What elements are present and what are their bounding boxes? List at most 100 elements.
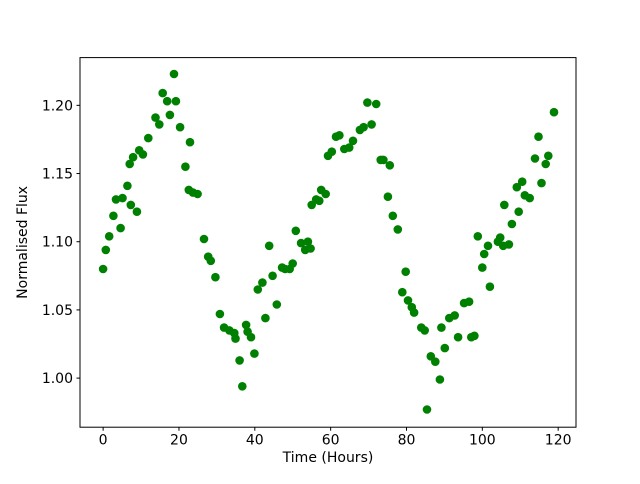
x-tick-label: 20 (170, 433, 188, 449)
data-point (126, 200, 136, 210)
data-point (158, 88, 167, 98)
data-point (512, 182, 522, 192)
data-point (185, 137, 195, 147)
data-point (401, 267, 411, 277)
data-point (344, 143, 354, 152)
y-tick-label: 1.05 (42, 303, 73, 319)
axis-ticks (76, 104, 559, 431)
data-point (104, 232, 114, 241)
data-point (109, 211, 118, 221)
data-point (253, 285, 263, 294)
data-point (138, 150, 148, 159)
data-point (264, 241, 274, 251)
data-point (359, 122, 368, 132)
data-point (435, 375, 445, 384)
data-point (118, 193, 127, 203)
data-point (206, 256, 216, 266)
data-point (517, 177, 527, 186)
data-point (495, 233, 505, 242)
data-point (549, 107, 559, 117)
data-point (306, 244, 315, 253)
data-point (478, 263, 487, 272)
data-point (409, 308, 419, 317)
data-point (507, 219, 517, 229)
data-point (500, 200, 509, 210)
data-point (268, 271, 277, 281)
data-point (437, 323, 446, 332)
data-point (514, 207, 523, 216)
data-point (155, 120, 164, 129)
data-point (335, 131, 344, 140)
data-point (379, 155, 388, 165)
data-point (288, 259, 298, 268)
y-axis-label: Normalised Flux (15, 186, 31, 299)
data-point (162, 96, 172, 106)
data-point (193, 189, 202, 199)
data-point (215, 309, 225, 319)
y-tick-label: 1.20 (42, 98, 73, 114)
data-point (235, 356, 244, 365)
data-point (464, 297, 474, 307)
data-point (231, 334, 240, 343)
data-point (132, 207, 142, 216)
data-point (348, 136, 358, 146)
data-point (525, 193, 534, 203)
data-point (367, 120, 376, 129)
data-point (238, 382, 247, 391)
data-point (431, 357, 440, 367)
data-point (473, 232, 483, 241)
x-tick-label: 100 (469, 433, 496, 449)
data-point (483, 241, 493, 251)
data-point (541, 159, 550, 169)
data-point (470, 331, 479, 341)
data-point (250, 349, 259, 358)
data-point (393, 225, 403, 234)
data-point (123, 181, 132, 191)
data-point (398, 287, 407, 297)
data-point (128, 152, 138, 162)
data-point (420, 326, 430, 335)
data-point (321, 189, 331, 199)
data-point (175, 122, 185, 132)
data-point (116, 223, 125, 233)
plot-area (80, 57, 576, 428)
data-point (303, 237, 313, 246)
data-point (534, 132, 543, 141)
data-point (383, 192, 393, 201)
x-tick-label: 0 (99, 433, 108, 449)
data-point (125, 159, 134, 169)
data-point (422, 405, 432, 414)
x-axis-label: Time (Hours) (282, 450, 374, 466)
data-point (530, 154, 540, 163)
data-point (537, 178, 546, 188)
data-point (479, 249, 489, 259)
x-tick-label: 120 (545, 433, 572, 449)
data-point (315, 196, 324, 206)
data-point (241, 320, 251, 330)
data-point (504, 240, 514, 249)
data-point (453, 332, 463, 342)
data-point (169, 69, 179, 79)
data-point (151, 113, 160, 122)
plot-border (79, 57, 577, 428)
data-point (385, 161, 395, 170)
data-point (261, 313, 270, 323)
data-point (181, 162, 190, 171)
data-point (363, 98, 372, 107)
x-tick-label: 40 (246, 433, 264, 449)
y-tick-label: 1.00 (42, 371, 73, 387)
data-point (211, 272, 220, 282)
x-tick-label: 80 (398, 433, 416, 449)
data-point (291, 226, 301, 236)
data-point (98, 264, 108, 274)
data-point (440, 343, 450, 353)
data-point (296, 238, 306, 248)
data-point (171, 96, 181, 106)
data-point (371, 99, 381, 109)
data-point (258, 278, 267, 287)
y-tick-label: 1.10 (42, 235, 73, 251)
data-points (98, 69, 559, 414)
data-point (111, 195, 121, 204)
